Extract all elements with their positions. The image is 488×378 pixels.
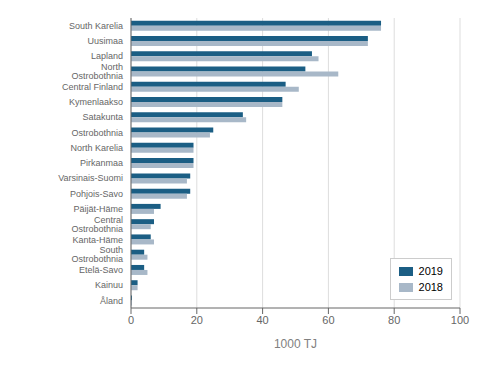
svg-text:0: 0 <box>128 314 134 326</box>
svg-text:60: 60 <box>322 314 334 326</box>
svg-text:Pirkanmaa: Pirkanmaa <box>80 158 123 168</box>
svg-text:SouthOstrobothnia: SouthOstrobothnia <box>71 245 123 264</box>
svg-text:North Karelia: North Karelia <box>70 143 123 153</box>
svg-text:40: 40 <box>256 314 268 326</box>
svg-text:Kanta-Häme: Kanta-Häme <box>72 235 123 245</box>
svg-text:Lapland: Lapland <box>91 51 123 61</box>
svg-text:Ostrobothnia: Ostrobothnia <box>71 128 123 138</box>
html-text:2018: 2018 <box>418 281 443 293</box>
svg-text:Åland: Åland <box>100 296 123 306</box>
svg-text:CentralOstrobothnia: CentralOstrobothnia <box>71 215 123 234</box>
svg-text:Päijät-Häme: Päijät-Häme <box>73 204 123 214</box>
svg-text:1000 TJ: 1000 TJ <box>274 337 317 351</box>
svg-text:Central Finland: Central Finland <box>62 82 123 92</box>
svg-text:Satakunta: Satakunta <box>82 112 123 122</box>
svg-text:Varsinais-Suomi: Varsinais-Suomi <box>58 173 123 183</box>
svg-text:Etelä-Savo: Etelä-Savo <box>79 265 123 275</box>
svg-text:80: 80 <box>388 314 400 326</box>
svg-text:NorthOstrobothnia: NorthOstrobothnia <box>71 62 123 81</box>
svg-text:100: 100 <box>451 314 469 326</box>
svg-text:Uusimaa: Uusimaa <box>87 36 123 46</box>
svg-text:Kymenlaakso: Kymenlaakso <box>69 97 123 107</box>
html-text:2019: 2019 <box>418 265 443 277</box>
svg-text:Kainuu: Kainuu <box>95 280 123 290</box>
svg-text:South Karelia: South Karelia <box>69 21 123 31</box>
svg-text:Pohjois-Savo: Pohjois-Savo <box>70 189 123 199</box>
svg-text:20: 20 <box>191 314 203 326</box>
